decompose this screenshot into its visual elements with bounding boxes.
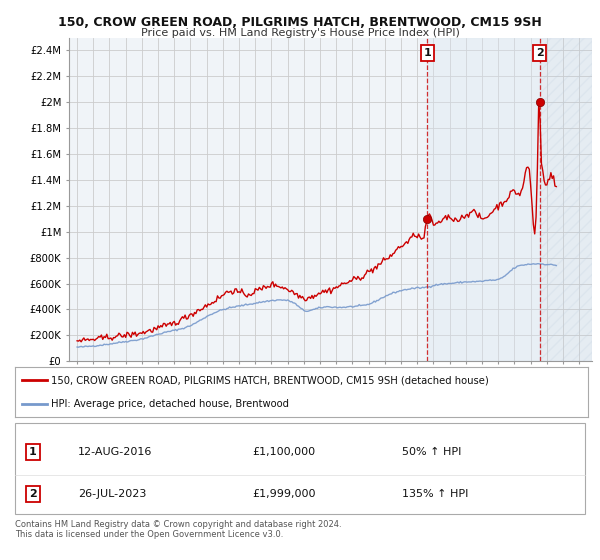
Text: £1,100,000: £1,100,000 (252, 447, 315, 457)
Text: HPI: Average price, detached house, Brentwood: HPI: Average price, detached house, Bren… (51, 399, 289, 409)
Text: Contains HM Land Registry data © Crown copyright and database right 2024.
This d: Contains HM Land Registry data © Crown c… (15, 520, 341, 539)
Text: Price paid vs. HM Land Registry's House Price Index (HPI): Price paid vs. HM Land Registry's House … (140, 28, 460, 38)
Text: 26-JUL-2023: 26-JUL-2023 (78, 489, 146, 499)
Text: 2: 2 (536, 48, 544, 58)
Text: 1: 1 (424, 48, 431, 58)
Text: 12-AUG-2016: 12-AUG-2016 (78, 447, 152, 457)
Text: 2: 2 (29, 489, 37, 499)
Text: 50% ↑ HPI: 50% ↑ HPI (402, 447, 461, 457)
Text: 150, CROW GREEN ROAD, PILGRIMS HATCH, BRENTWOOD, CM15 9SH: 150, CROW GREEN ROAD, PILGRIMS HATCH, BR… (58, 16, 542, 29)
Text: 150, CROW GREEN ROAD, PILGRIMS HATCH, BRENTWOOD, CM15 9SH (detached house): 150, CROW GREEN ROAD, PILGRIMS HATCH, BR… (51, 375, 489, 385)
Text: £1,999,000: £1,999,000 (252, 489, 316, 499)
Text: 1: 1 (29, 447, 37, 457)
Bar (427, 38, 540, 361)
Text: 135% ↑ HPI: 135% ↑ HPI (402, 489, 469, 499)
Bar (540, 38, 592, 361)
